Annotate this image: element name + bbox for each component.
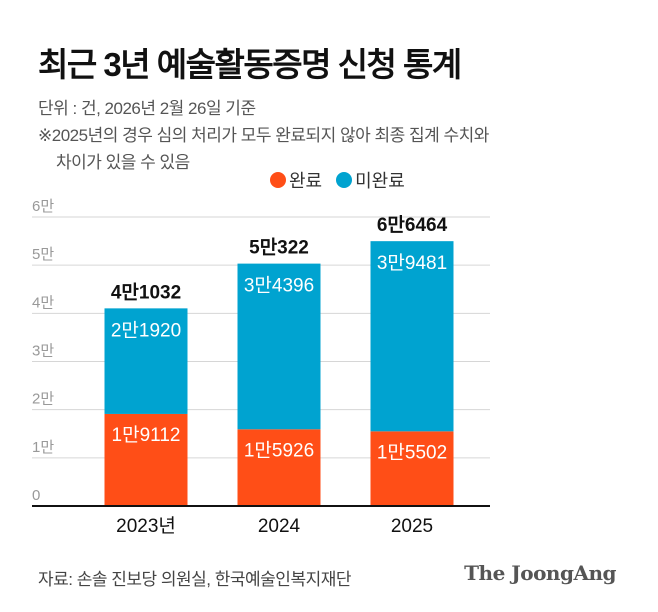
- chart-title: 최근 3년 예술활동증명 신청 통계: [38, 46, 462, 83]
- publisher-logo: The JoongAng: [464, 561, 616, 585]
- legend-item-incomplete: 미완료: [336, 167, 405, 193]
- bar-segment-completed: [104, 413, 188, 506]
- legend-label: 미완료: [355, 171, 405, 191]
- data-label: 1만5926: [244, 439, 314, 461]
- y-tick-label: 6만: [32, 198, 54, 215]
- bar-segment-completed: [370, 431, 454, 506]
- total-label: 4만1032: [111, 281, 181, 303]
- footnote-line-1: ※2025년의 경우 심의 처리가 모두 완료되지 않아 최종 집계 수치와: [38, 126, 489, 145]
- data-label: 1만5502: [377, 441, 447, 463]
- legend-item-completed: 완료: [270, 167, 322, 193]
- y-tick-label: 5만: [32, 246, 54, 263]
- unit-note: 단위 : 건, 2026년 2월 26일 기준: [38, 99, 256, 118]
- footnote-line-2: 차이가 있을 수 있음: [56, 153, 190, 172]
- y-tick-label: 2만: [32, 391, 54, 408]
- y-tick-label: 3만: [32, 343, 54, 360]
- y-tick-label: 1만: [32, 439, 54, 456]
- legend-swatch-completed: [270, 172, 286, 188]
- y-tick-label: 4만: [32, 294, 54, 311]
- data-label: 2만1920: [111, 319, 181, 341]
- bar-segment-completed: [237, 429, 321, 506]
- total-label: 5만322: [249, 237, 309, 259]
- source-note: 자료: 손솔 진보당 의원실, 한국예술인복지재단: [38, 570, 352, 589]
- x-tick-label: 2025: [391, 516, 433, 537]
- bar-segment-incomplete: [237, 263, 321, 430]
- legend-swatch-incomplete: [336, 172, 353, 188]
- total-label: 6만6464: [377, 214, 448, 236]
- y-tick-label: 0: [32, 487, 40, 504]
- data-label: 1만9112: [112, 424, 181, 446]
- bar-segment-incomplete: [104, 308, 188, 414]
- legend: 완료 미완료: [270, 167, 405, 193]
- data-label: 3만4396: [244, 275, 314, 297]
- x-tick-label: 2024: [258, 516, 301, 537]
- x-tick-label: 2023년: [116, 515, 176, 537]
- legend-label: 완료: [289, 171, 323, 191]
- data-label: 3만9481: [377, 252, 447, 274]
- bar-segment-incomplete: [370, 241, 454, 432]
